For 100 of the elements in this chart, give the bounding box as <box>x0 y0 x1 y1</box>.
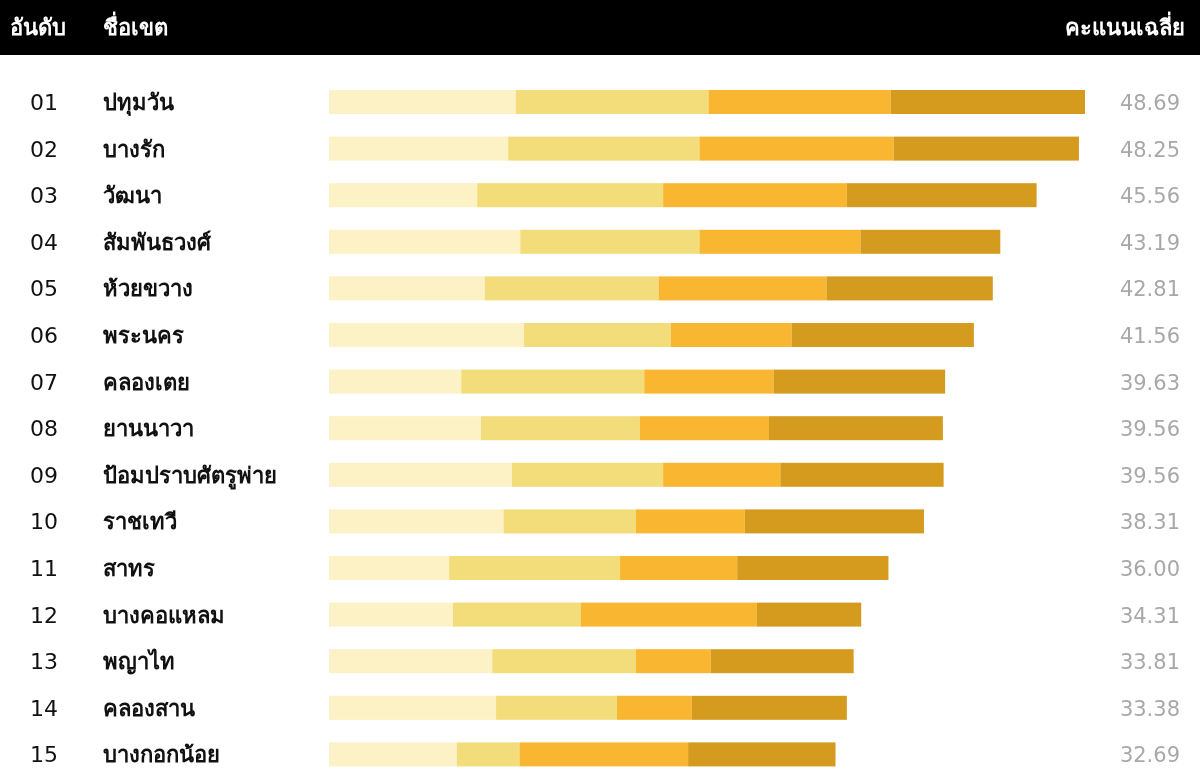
bar <box>519 742 689 767</box>
bar <box>670 323 792 347</box>
bar <box>780 462 944 487</box>
bar <box>515 90 709 114</box>
text: 08 <box>30 416 58 442</box>
y-tick-label: ราชเทวี <box>103 509 177 535</box>
bar <box>329 556 450 580</box>
text: คะแนนเฉลี่ย <box>1065 11 1185 40</box>
bar <box>452 602 581 627</box>
y-tick-label: คลองสาน <box>103 695 195 721</box>
text: 07 <box>30 369 58 395</box>
bar <box>635 649 711 674</box>
text: 33.38 <box>1119 696 1180 721</box>
text: 33.81 <box>1119 650 1180 675</box>
bar <box>639 416 769 441</box>
text: 13 <box>30 649 58 675</box>
bar <box>893 136 1079 161</box>
bar <box>484 276 659 301</box>
bar <box>744 509 924 534</box>
y-tick-label: สัมพันธวงศ์ <box>103 229 212 255</box>
bar <box>617 695 692 720</box>
bar <box>710 649 854 674</box>
bar <box>329 229 521 254</box>
bar <box>860 229 1001 254</box>
bar <box>329 462 512 487</box>
text: อันดับ <box>10 15 66 40</box>
text: 41.56 <box>1119 324 1180 348</box>
bar <box>492 649 636 674</box>
text: 39.63 <box>1119 370 1180 395</box>
bar <box>663 462 781 487</box>
text: 48.25 <box>1119 137 1180 162</box>
text: 11 <box>30 556 58 581</box>
bar <box>826 276 993 301</box>
bar <box>496 695 618 720</box>
bar <box>461 369 645 394</box>
bar <box>329 509 504 534</box>
bar <box>329 369 462 394</box>
text: 05 <box>30 276 58 302</box>
bar <box>329 602 453 627</box>
y-tick-label: วัฒนา <box>103 183 162 209</box>
y-tick-label: สาทร <box>103 556 155 581</box>
bar <box>890 90 1085 114</box>
bar <box>329 136 509 161</box>
text: 42.81 <box>1119 277 1180 302</box>
text: 09 <box>30 462 58 488</box>
y-tick-label: ยานนาวา <box>103 416 194 442</box>
bar <box>524 323 671 347</box>
bar <box>329 742 457 767</box>
bar <box>688 742 836 767</box>
text: 43.19 <box>1119 230 1180 255</box>
text: ชื่อเขต <box>103 11 168 40</box>
text: 45.56 <box>1119 184 1180 209</box>
bar <box>329 183 478 208</box>
bar <box>480 416 640 441</box>
text: 01 <box>30 90 58 115</box>
y-tick-label: ป้อมปราบศัตรูพ่าย <box>103 462 277 490</box>
bar <box>644 369 774 394</box>
y-tick-label: บางกอกน้อย <box>103 742 220 768</box>
text: 36.00 <box>1119 557 1180 581</box>
bar <box>580 602 757 627</box>
bar <box>773 369 946 394</box>
text: 15 <box>30 742 58 768</box>
bar <box>699 229 861 254</box>
bar <box>503 509 636 534</box>
bar <box>756 602 862 627</box>
y-tick-label: ปทุมวัน <box>103 90 174 117</box>
bar <box>520 229 700 254</box>
text: 10 <box>30 509 58 535</box>
bar <box>329 276 485 301</box>
bar <box>329 695 497 720</box>
bar <box>329 90 516 114</box>
bar <box>791 323 974 347</box>
bar <box>329 649 493 674</box>
text: 48.69 <box>1119 91 1180 115</box>
bar <box>477 183 664 208</box>
y-tick-label: พญาไท <box>103 648 175 676</box>
y-tick-label: บางคอแหลม <box>103 602 225 628</box>
bar <box>456 742 520 767</box>
bar <box>511 462 664 487</box>
text: 12 <box>30 602 58 628</box>
text: 03 <box>30 183 58 209</box>
text: 39.56 <box>1119 417 1180 442</box>
text: 38.31 <box>1119 510 1180 535</box>
y-tick-label: บางรัก <box>103 136 165 162</box>
text: 39.56 <box>1119 463 1180 488</box>
bar <box>620 556 738 580</box>
bar <box>768 416 943 441</box>
bar <box>846 183 1037 208</box>
y-tick-label: พระนคร <box>103 323 184 348</box>
text: 06 <box>30 323 58 348</box>
y-tick-label: ห้วยขวาง <box>103 276 193 302</box>
text: 02 <box>30 136 58 162</box>
bar <box>691 695 847 720</box>
bar <box>449 556 621 580</box>
bar <box>699 136 894 161</box>
text: 04 <box>30 229 58 255</box>
bar <box>708 90 891 114</box>
bar <box>737 556 889 580</box>
bar <box>663 183 847 208</box>
text: 32.69 <box>1119 743 1180 768</box>
